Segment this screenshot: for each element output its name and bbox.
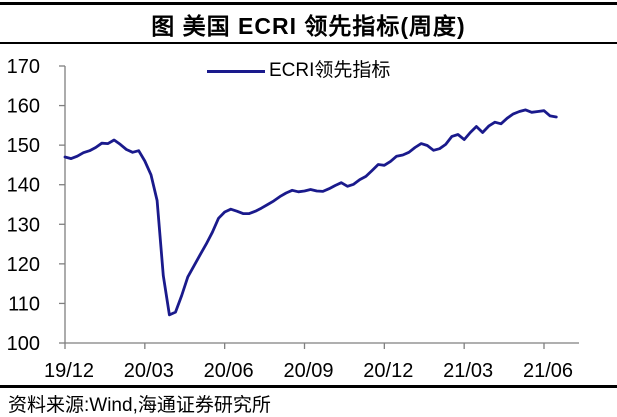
y-tick-label: 130 bbox=[7, 214, 40, 236]
source-note: 资料来源:Wind,海通证券研究所 bbox=[8, 395, 271, 416]
y-tick-label: 150 bbox=[7, 135, 40, 157]
title-divider-rule bbox=[0, 42, 617, 44]
top-rule bbox=[0, 2, 617, 5]
y-tick-label: 160 bbox=[7, 96, 40, 118]
y-tick-label: 120 bbox=[7, 254, 40, 276]
legend-line-swatch bbox=[207, 69, 265, 73]
y-tick-label: 170 bbox=[7, 56, 40, 78]
x-tick-label: 21/03 bbox=[443, 360, 493, 382]
legend-label: ECRI领先指标 bbox=[269, 60, 391, 81]
legend: ECRI领先指标 bbox=[207, 60, 390, 82]
x-tick-label: 20/06 bbox=[204, 360, 254, 382]
y-tick-label: 140 bbox=[7, 175, 40, 197]
x-tick-label: 20/09 bbox=[283, 360, 333, 382]
x-tick-label: 19/12 bbox=[44, 360, 94, 382]
ecri-line-chart: 100 110 120 130 140 150 160 170 19/12 20/03 20/06 2… bbox=[7, 56, 579, 382]
y-tick-label: 100 bbox=[7, 333, 40, 355]
y-tick-label: 110 bbox=[8, 293, 40, 315]
x-tick-label: 20/03 bbox=[124, 360, 174, 382]
chart-title: 图 美国 ECRI 领先指标(周度) bbox=[151, 13, 466, 39]
x-tick-label: 21/06 bbox=[523, 360, 573, 382]
x-tick-label: 20/12 bbox=[363, 360, 413, 382]
bottom-rule bbox=[0, 385, 617, 388]
ecri-series-line bbox=[63, 108, 558, 317]
